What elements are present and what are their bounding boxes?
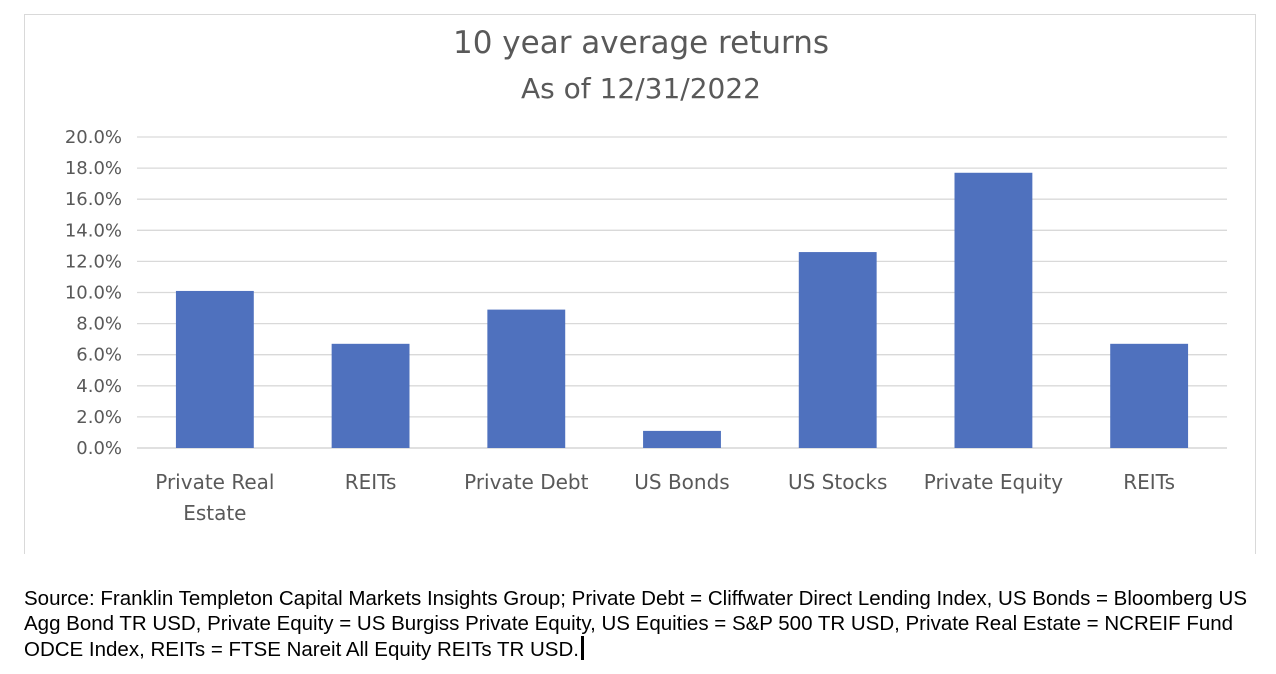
gridlines <box>137 136 1227 449</box>
bar-chart: 10 year average returns As of 12/31/2022… <box>65 25 1227 525</box>
source-note[interactable]: Source: Franklin Templeton Capital Marke… <box>24 586 1269 662</box>
text-cursor <box>580 636 584 660</box>
y-tick-label: 10.0% <box>65 283 122 304</box>
y-tick-label: 12.0% <box>65 251 122 272</box>
x-category-label: US Bonds <box>634 470 729 494</box>
bar <box>1110 343 1189 448</box>
bars <box>175 172 1189 448</box>
bar <box>954 172 1033 448</box>
y-tick-label: 14.0% <box>65 220 122 241</box>
bar <box>643 430 721 448</box>
y-tick-label: 2.0% <box>76 407 122 428</box>
bar <box>798 252 877 448</box>
x-category-label: Private Equity <box>924 470 1063 494</box>
bar <box>487 309 566 448</box>
x-category-label: US Stocks <box>788 470 887 494</box>
bar <box>331 343 410 448</box>
y-tick-label: 8.0% <box>76 314 122 335</box>
y-tick-label: 0.0% <box>76 438 122 459</box>
y-tick-label: 6.0% <box>76 345 122 366</box>
bar <box>175 290 254 448</box>
chart-subtitle: As of 12/31/2022 <box>521 72 761 105</box>
chart-title: 10 year average returns <box>453 25 829 61</box>
y-tick-label: 16.0% <box>65 189 122 210</box>
x-axis-category-labels: Private Real Estate REITs Private Debt US Bo… <box>155 470 1175 525</box>
source-note-text: Source: Franklin Templeton Capital Marke… <box>24 587 1247 661</box>
x-category-label: REITs <box>345 470 397 494</box>
y-tick-label: 20.0% <box>65 127 122 148</box>
y-tick-label: 4.0% <box>76 376 122 397</box>
x-category-label: REITs <box>1123 470 1175 494</box>
x-category-label: Private Real Estate <box>155 470 274 525</box>
x-category-label: Private Debt <box>464 470 588 494</box>
y-tick-label: 18.0% <box>65 158 122 179</box>
chart-frame: 10 year average returns As of 12/31/2022… <box>24 14 1256 554</box>
y-axis-tick-labels: 0.0% 2.0% 4.0% 6.0% 8.0% 10.0% 12.0% 14.0% 16.0%… <box>65 127 122 459</box>
